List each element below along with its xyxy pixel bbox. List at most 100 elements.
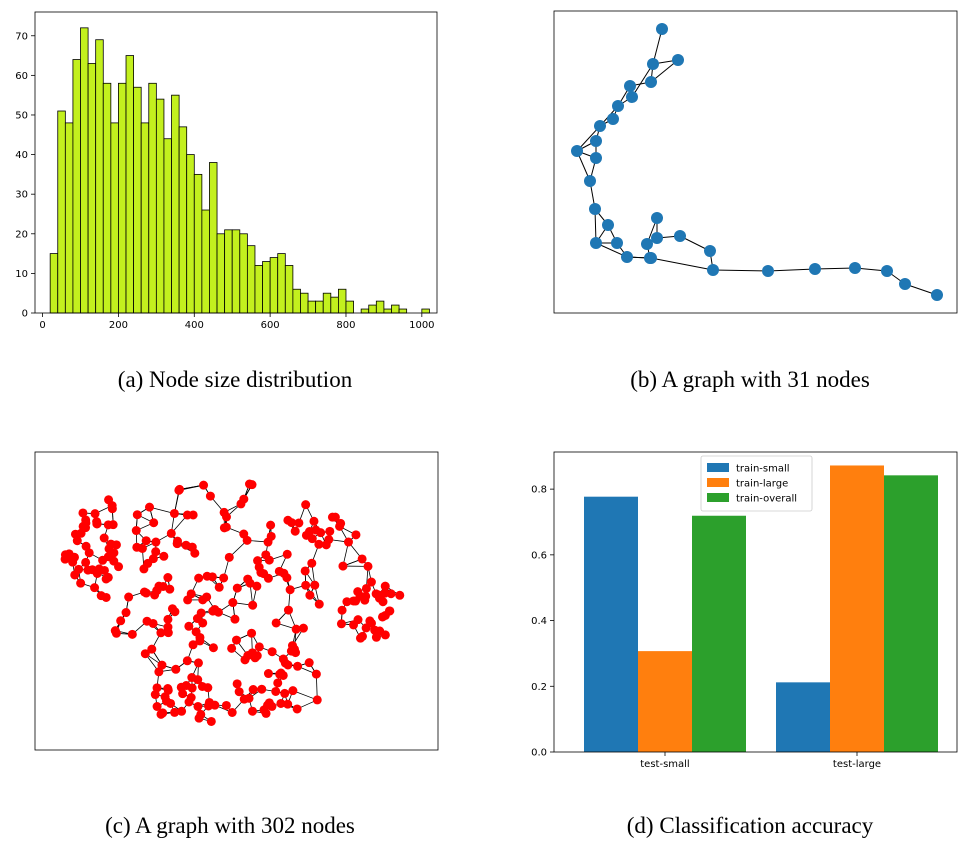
graph-node: [196, 709, 206, 719]
graph-node: [386, 589, 396, 599]
legend-swatch: [707, 493, 729, 502]
graph-node: [704, 245, 716, 257]
graph-node: [132, 542, 142, 552]
graph-node: [219, 573, 229, 583]
graph-node: [267, 647, 277, 657]
y-tick-label: 0.2: [531, 682, 547, 693]
graph-node: [110, 626, 120, 636]
x-tick-label: 400: [185, 320, 204, 331]
graph-node: [65, 551, 75, 561]
graph-node: [261, 708, 271, 718]
caption-c: (c) A graph with 302 nodes: [105, 813, 355, 838]
graph-node: [199, 480, 209, 490]
graph-node: [163, 628, 173, 638]
y-tick-label: 70: [15, 31, 28, 42]
graph-node: [104, 544, 114, 554]
graph-node: [186, 693, 196, 703]
graph-node: [221, 512, 231, 522]
graph-node: [314, 539, 324, 549]
bar-chart-classification-accuracy: 0.0 0.2 0.4 0.6 0.8 test-small test-large train…: [531, 451, 958, 770]
graph-node: [227, 643, 237, 653]
graph-node: [310, 580, 320, 590]
graph-node: [651, 212, 663, 224]
graph-node: [283, 699, 293, 709]
graph-node: [202, 571, 212, 581]
x-tick-label: test-large: [833, 759, 881, 770]
graph-node: [114, 562, 124, 572]
graph-node: [584, 175, 596, 187]
graph-node: [204, 697, 214, 707]
graph-node: [309, 516, 319, 526]
graph-node: [357, 554, 367, 564]
graph-node: [165, 584, 175, 594]
axes-frame: [553, 451, 958, 753]
graph-node: [245, 578, 255, 588]
graph-node: [267, 701, 277, 711]
graph-edge: [631, 63, 654, 98]
graph-node: [248, 685, 258, 695]
graph-node: [247, 480, 257, 490]
graph-node: [264, 555, 274, 565]
graph-node: [151, 537, 161, 547]
graph-node: [254, 642, 264, 652]
bar-train-overall: [692, 515, 746, 752]
graph-node: [287, 641, 297, 651]
graph-node: [248, 600, 258, 610]
graph-node: [154, 667, 164, 677]
graph-node: [182, 510, 192, 520]
graph-node: [370, 625, 380, 635]
graph-node: [357, 631, 367, 641]
graph-node: [307, 558, 317, 568]
graph-node: [90, 509, 100, 519]
graph-edge: [652, 28, 663, 65]
x-tick-label: 200: [109, 320, 128, 331]
graph-node: [161, 696, 171, 706]
y-tick-label: 0: [22, 309, 28, 320]
graph-node: [314, 599, 324, 609]
graph-node: [337, 605, 347, 615]
graph-node: [228, 598, 238, 608]
graph-node: [214, 582, 224, 592]
graph-node: [590, 135, 602, 147]
axes-frame: [553, 10, 958, 314]
graph-node: [311, 669, 321, 679]
graph-node: [301, 580, 311, 590]
graph-node: [81, 541, 91, 551]
graph-node: [224, 552, 234, 562]
graph-node: [247, 706, 257, 716]
graph-node: [624, 80, 636, 92]
graph-node: [374, 593, 384, 603]
graph-node: [656, 23, 668, 35]
graph-node: [674, 230, 686, 242]
graph-node: [353, 587, 363, 597]
caption-b: (b) A graph with 31 nodes: [630, 367, 870, 392]
graph-node: [849, 262, 861, 274]
graph-node: [304, 658, 314, 668]
graph-node: [230, 614, 240, 624]
graph-node: [590, 237, 602, 249]
graph-node: [645, 76, 657, 88]
graph-302-nodes: [34, 451, 439, 751]
graph-node: [166, 528, 176, 538]
graph-node: [247, 628, 257, 638]
axes-frame: [34, 451, 439, 751]
graph-node: [641, 238, 653, 250]
graph-node: [307, 534, 317, 544]
graph-node: [602, 219, 614, 231]
graph-node: [278, 654, 288, 664]
graph-node: [149, 518, 159, 528]
graph-node: [305, 527, 315, 537]
graph-node: [275, 669, 285, 679]
graph-node: [363, 561, 373, 571]
histogram-node-size: 0 200 400 600 800 1000 0 10 20 30 40 50 60 70: [15, 11, 438, 331]
graph-node: [78, 508, 88, 518]
graph-node: [342, 597, 352, 607]
graph-node: [263, 669, 273, 679]
graph-node: [380, 581, 390, 591]
y-tick-label: 30: [15, 190, 28, 201]
graph-node: [174, 485, 184, 495]
graph-node: [809, 263, 821, 275]
graph-node: [198, 618, 208, 628]
graph-node: [647, 58, 659, 70]
graph-edge: [712, 269, 769, 272]
